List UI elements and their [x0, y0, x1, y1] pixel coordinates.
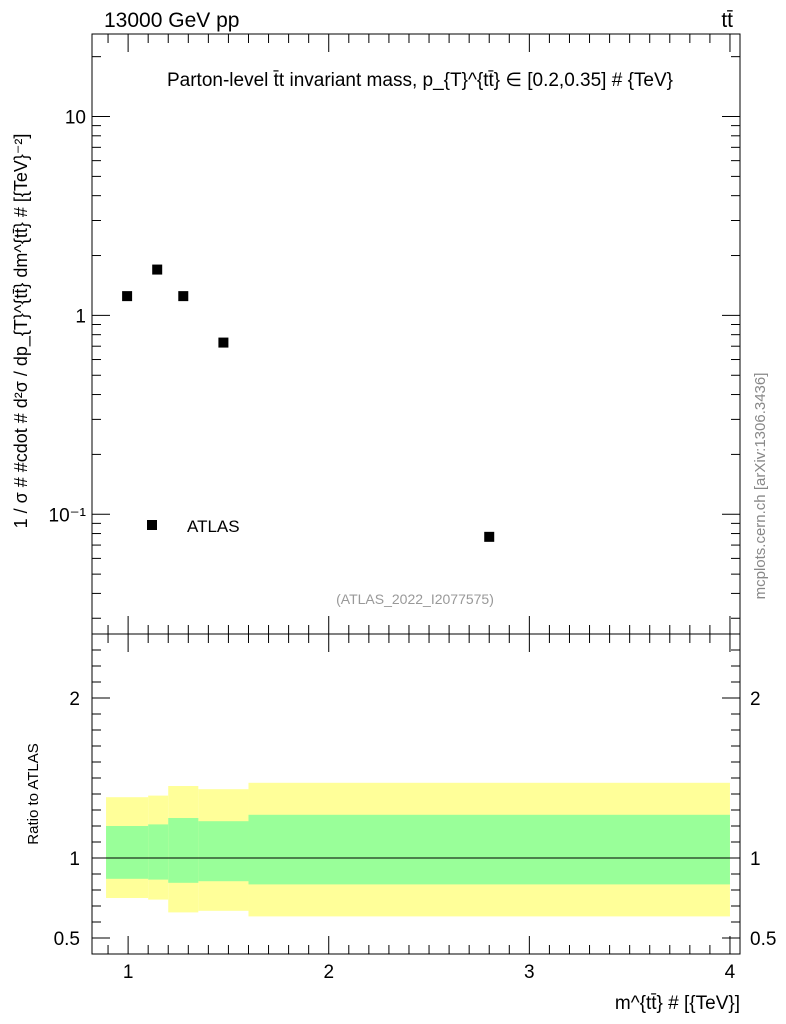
- top-y-axis-label: 1 / σ # #cdot # d²σ / dp_{T}^{tt̄} dm^{t…: [11, 134, 32, 529]
- x-tick-label: 2: [323, 962, 334, 983]
- atlas-data-point-4: [484, 531, 495, 542]
- ratio-y-tick-label-right: 1: [750, 849, 761, 870]
- ratio-y-axis-label: Ratio to ATLAS: [25, 743, 42, 844]
- ratio-band-1-bin-4: [248, 814, 730, 885]
- atlas-data-point-0: [122, 291, 133, 302]
- ratio-bands: [106, 782, 730, 917]
- ratio-y-tick-label-right: 2: [750, 689, 761, 710]
- x-tick-label: 1: [123, 962, 134, 983]
- header-right-label: tt̄: [721, 9, 733, 32]
- ratio-band-1-bin-3: [198, 821, 249, 882]
- legend-marker: [147, 520, 157, 530]
- top-panel-points: [122, 264, 495, 542]
- atlas-data-point-2: [178, 291, 189, 302]
- x-tick-label: 3: [524, 962, 535, 983]
- ratio-band-1-bin-1: [148, 824, 169, 880]
- legend-label: ATLAS: [187, 517, 240, 536]
- ratio-band-1-bin-0: [106, 826, 149, 879]
- ratio-y-tick-label-left: 0.5: [54, 929, 80, 950]
- ratio-y-tick-label-left: 1: [69, 849, 80, 870]
- side-source-label: mcplots.cern.ch [arXiv:1306.3436]: [752, 373, 769, 600]
- top-y-tick-label: 10⁻¹: [49, 505, 87, 526]
- ratio-band-1-bin-2: [168, 818, 199, 883]
- atlas-data-point-3: [218, 337, 229, 348]
- ratio-y-tick-label-left: 2: [69, 689, 80, 710]
- top-y-tick-label: 10: [65, 108, 86, 129]
- ratio-y-tick-label-right: 0.5: [750, 929, 776, 950]
- atlas-data-point-1: [152, 264, 163, 275]
- header-left-label: 13000 GeV pp: [104, 9, 239, 32]
- ratio-panel-ticks: 0.5 0.5 1 1 2 2 1 2 3 4: [54, 634, 776, 983]
- top-y-tick-label: 1: [75, 306, 86, 327]
- plot-title: Parton-level t̄t invariant mass, p_{T}^{…: [167, 70, 673, 91]
- x-axis-label: m^{tt̄} # [{TeV}]: [615, 993, 740, 1014]
- top-panel-ticks: 10⁻¹ 1 10: [49, 34, 740, 634]
- analysis-watermark: (ATLAS_2022_I2077575): [336, 591, 494, 607]
- x-tick-label: 4: [725, 962, 736, 983]
